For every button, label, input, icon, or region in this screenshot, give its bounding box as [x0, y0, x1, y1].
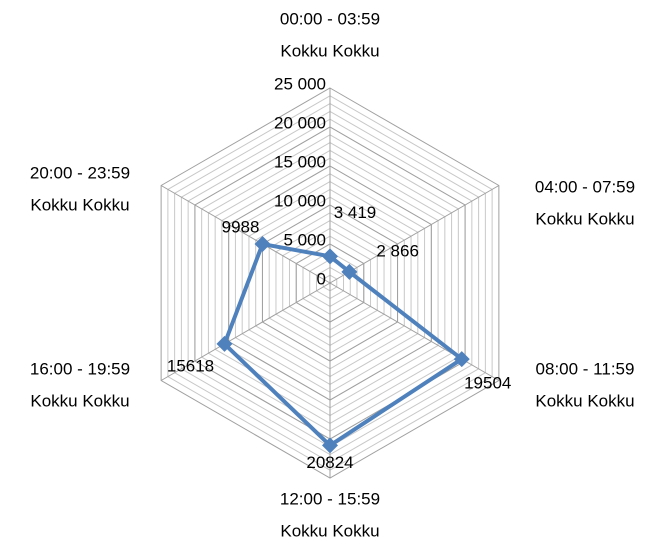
category-label: 20:00 - 23:59: [30, 163, 130, 182]
axis-spoke: [160, 185, 331, 284]
data-label: 3 419: [334, 203, 377, 222]
y-tick-label: 0: [317, 269, 326, 288]
y-tick-label: 25 000: [274, 74, 326, 93]
data-label: 19504: [464, 374, 511, 393]
category-label: Kokku Kokku: [30, 391, 129, 410]
category-label: 16:00 - 19:59: [30, 359, 130, 378]
data-point: [322, 248, 338, 265]
category-label: 08:00 - 11:59: [536, 359, 635, 378]
category-label: Kokku Kokku: [280, 521, 379, 540]
category-label: Kokku Kokku: [535, 209, 634, 228]
data-point: [453, 351, 470, 368]
data-label: 2 866: [376, 241, 419, 260]
category-label: 04:00 - 07:59: [535, 177, 635, 196]
category-label: 00:00 - 03:59: [280, 9, 380, 28]
axis-spoke: [329, 185, 500, 284]
data-label: 20824: [306, 453, 353, 472]
data-label: 9988: [222, 218, 260, 237]
y-tick-label: 5 000: [283, 230, 326, 249]
y-tick-label: 10 000: [274, 191, 326, 210]
category-label: Kokku Kokku: [30, 195, 129, 214]
data-point: [341, 263, 358, 280]
axis-spoke: [329, 282, 500, 381]
category-label: Kokku Kokku: [535, 391, 634, 410]
data-point: [216, 335, 233, 352]
category-label: Kokku Kokku: [280, 41, 379, 60]
data-point: [322, 437, 338, 454]
y-tick-label: 20 000: [274, 113, 326, 132]
data-point: [254, 236, 271, 253]
data-label: 15618: [167, 356, 214, 375]
category-label: 12:00 - 15:59: [280, 489, 380, 508]
y-tick-label: 15 000: [274, 152, 326, 171]
axis-spoke: [160, 282, 331, 381]
